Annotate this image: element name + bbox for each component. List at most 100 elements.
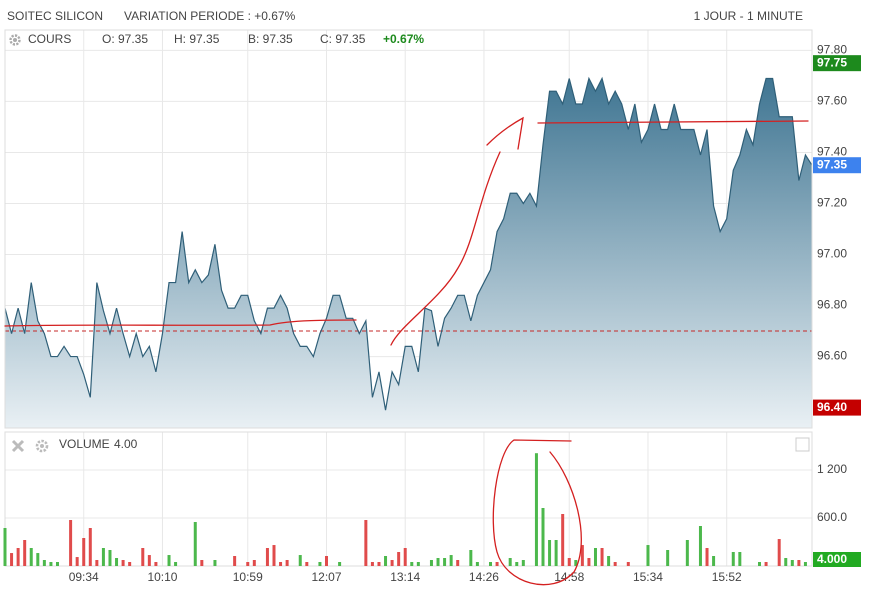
volume-bar: [338, 562, 342, 566]
volume-bar: [685, 540, 689, 566]
volume-bar: [384, 556, 388, 566]
volume-bar: [456, 560, 460, 566]
volume-bar: [82, 538, 86, 566]
volume-panel: [3, 453, 807, 566]
volume-bar: [298, 555, 302, 566]
volume-bar: [764, 562, 768, 566]
volume-bar: [121, 560, 125, 566]
volume-bar: [508, 558, 512, 566]
price-badge: [813, 157, 861, 174]
volume-bar: [548, 540, 552, 566]
volume-bar: [495, 562, 499, 566]
volume-bar: [561, 514, 565, 566]
volume-bar: [489, 562, 493, 566]
volume-bar: [193, 522, 197, 566]
settings-icon[interactable]: [35, 439, 49, 453]
price-badge: [813, 399, 861, 416]
volume-bar: [784, 558, 788, 566]
volume-bar: [42, 560, 46, 566]
volume-bar: [49, 562, 53, 566]
volume-badge-label: 4.000: [817, 552, 847, 566]
ohlc-close: C: 97.35: [320, 32, 366, 46]
volume-bar: [705, 548, 709, 566]
ohlc-high: H: 97.35: [174, 32, 220, 46]
volume-bar: [521, 560, 525, 566]
volume-bar: [534, 453, 538, 566]
volume-bar: [88, 528, 92, 566]
price-badge-label: 97.35: [817, 157, 847, 171]
volume-bar: [593, 548, 597, 566]
y-tick-label: 96.60: [817, 349, 847, 363]
volume-bar: [246, 562, 250, 566]
volume-bar: [475, 562, 479, 566]
x-tick-label: 13:14: [390, 570, 420, 584]
y-tick-label: 97.80: [817, 43, 847, 57]
volume-bar: [698, 526, 702, 566]
annotation-circle: [492, 439, 582, 586]
volume-bar: [541, 508, 545, 566]
close-icon[interactable]: [11, 439, 25, 453]
annotation-arrow: [390, 151, 501, 346]
volume-bar: [10, 553, 14, 566]
axis-labels: 97.80 97.60 97.40 97.20 97.00 96.80 96.60 09:34…: [69, 43, 861, 584]
volume-bar: [777, 539, 781, 566]
checkbox[interactable]: [795, 437, 810, 452]
price-badge-label: 97.75: [817, 55, 847, 69]
volume-frame: [4, 431, 813, 567]
volume-current: 4.00: [114, 437, 138, 451]
volume-bar: [23, 540, 27, 566]
settings-icon[interactable]: [9, 34, 21, 46]
volume-bar: [377, 562, 381, 566]
period: 1 JOUR - 1 MINUTE: [694, 9, 803, 23]
volume-label: VOLUME: [59, 437, 110, 451]
volume-bar: [410, 562, 414, 566]
volume-bar: [36, 553, 40, 566]
volume-bar: [3, 528, 7, 566]
volume-bar: [613, 562, 617, 566]
annotations: [4, 116, 809, 586]
volume-bar: [108, 550, 112, 566]
price-panel: [4, 76, 813, 428]
volume-badge: [813, 552, 861, 567]
annotation-line: [4, 319, 357, 327]
volume-bar: [797, 560, 801, 566]
volume-bar: [233, 556, 237, 566]
volume-bar: [449, 555, 453, 566]
volume-bar: [731, 552, 735, 566]
annotation-arrowhead: [486, 116, 524, 150]
volume-bar: [115, 558, 119, 566]
x-tick-label: 15:52: [712, 570, 742, 584]
volume-bar: [587, 558, 591, 566]
x-tick-label: 15:34: [633, 570, 663, 584]
volume-bar: [626, 562, 630, 566]
volume-bar: [174, 562, 178, 566]
volume-bar: [318, 562, 322, 566]
volume-bar: [554, 540, 558, 566]
ohlc-bid: B: 97.35: [248, 32, 293, 46]
volume-bar: [154, 562, 158, 566]
y-tick-label: 97.20: [817, 196, 847, 210]
volume-bar: [29, 548, 33, 566]
volume-bar: [364, 520, 368, 566]
volume-bar: [515, 562, 519, 566]
volume-bar: [712, 556, 716, 566]
y-tick-label: 97.40: [817, 145, 847, 159]
volume-bar: [443, 558, 447, 566]
series-label: COURS: [28, 32, 71, 46]
price-line: [4, 76, 813, 411]
volume-bar: [600, 548, 604, 566]
volume-bar: [574, 560, 578, 566]
volume-bar: [429, 560, 433, 566]
annotation-line: [537, 120, 809, 124]
y-tick-label: 96.80: [817, 298, 847, 312]
y-tick-label: 600.0: [817, 510, 847, 524]
instrument-title: SOITEC SILICON: [7, 9, 103, 23]
y-tick-label: 97.60: [817, 94, 847, 108]
volume-bar: [95, 560, 99, 566]
ohlc-open: O: 97.35: [102, 32, 148, 46]
volume-bar: [285, 560, 289, 566]
volume-bar: [279, 562, 283, 566]
volume-bar: [141, 548, 145, 566]
volume-bar: [101, 548, 105, 566]
